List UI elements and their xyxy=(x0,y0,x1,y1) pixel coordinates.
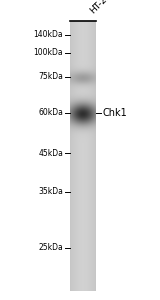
Text: 45kDa: 45kDa xyxy=(38,148,63,158)
Text: 75kDa: 75kDa xyxy=(38,72,63,81)
Text: Chk1: Chk1 xyxy=(102,108,127,118)
Text: 35kDa: 35kDa xyxy=(38,188,63,196)
Text: 140kDa: 140kDa xyxy=(34,30,63,39)
Text: 100kDa: 100kDa xyxy=(34,48,63,57)
Text: 25kDa: 25kDa xyxy=(38,243,63,252)
Text: HT-29: HT-29 xyxy=(88,0,113,15)
Text: 60kDa: 60kDa xyxy=(38,108,63,117)
